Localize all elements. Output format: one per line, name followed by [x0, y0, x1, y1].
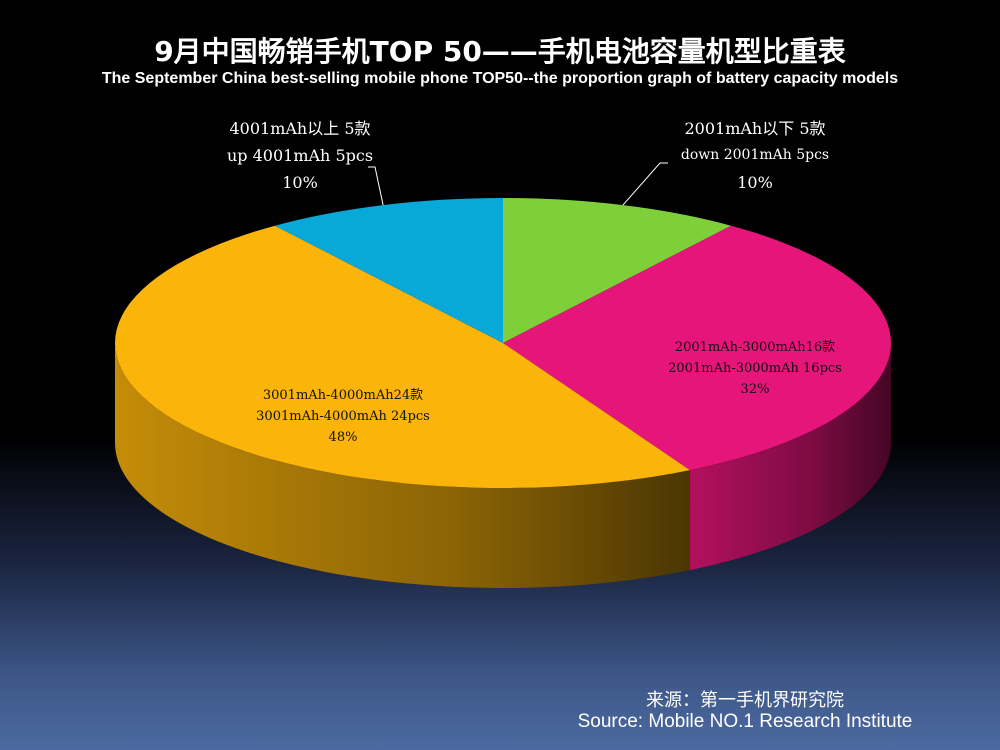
- leader-line-0: [622, 162, 668, 206]
- pie-slice-2: [114, 225, 690, 489]
- slice-label-below-2001: 2001mAh以下 5款 down 2001mAh 5pcs 10%: [640, 115, 870, 196]
- pie-slice-3: [274, 198, 503, 343]
- slice-percent: 10%: [282, 173, 318, 192]
- leader-line-3: [368, 166, 384, 206]
- slice-label-cn: 2001mAh-3000mAh16款: [674, 340, 836, 355]
- source-cn: 来源：第一手机界研究院: [646, 690, 844, 711]
- pie-slices: [114, 198, 892, 489]
- slice-label-cn: 2001mAh以下 5款: [684, 119, 826, 138]
- chart-title-en: The September China best-selling mobile …: [101, 70, 899, 87]
- pie-side-2: [115, 343, 690, 588]
- slice-percent: 48%: [328, 430, 358, 445]
- slice-label-en: 2001mAh-3000mAh 16pcs: [668, 361, 842, 376]
- slice-label-cn: 3001mAh-4000mAh24款: [262, 388, 424, 403]
- slice-percent: 32%: [740, 382, 770, 397]
- slice-label-2001-3000: 2001mAh-3000mAh16款 2001mAh-3000mAh 16pcs…: [640, 337, 870, 400]
- source-en: Source: Mobile NO.1 Research Institute: [577, 711, 913, 732]
- slice-label-3001-4000: 3001mAh-4000mAh24款 3001mAh-4000mAh 24pcs…: [228, 385, 458, 448]
- slice-label-above-4001: 4001mAh以上 5款 up 4001mAh 5pcs 10%: [185, 115, 415, 196]
- chart-title-cn: 9月中国畅销手机TOP 50——手机电池容量机型比重表: [154, 35, 846, 68]
- pie-slice-0: [503, 198, 732, 343]
- slice-label-en: down 2001mAh 5pcs: [680, 147, 830, 163]
- slice-label-cn: 4001mAh以上 5款: [229, 119, 371, 138]
- pie-side-1: [689, 343, 891, 571]
- slice-percent: 10%: [737, 173, 773, 192]
- slice-label-en: up 4001mAh 5pcs: [226, 146, 374, 165]
- slice-label-en: 3001mAh-4000mAh 24pcs: [256, 409, 430, 424]
- pie-slice-1: [503, 225, 892, 471]
- leader-lines: [368, 162, 668, 206]
- pie-sides: [115, 343, 891, 588]
